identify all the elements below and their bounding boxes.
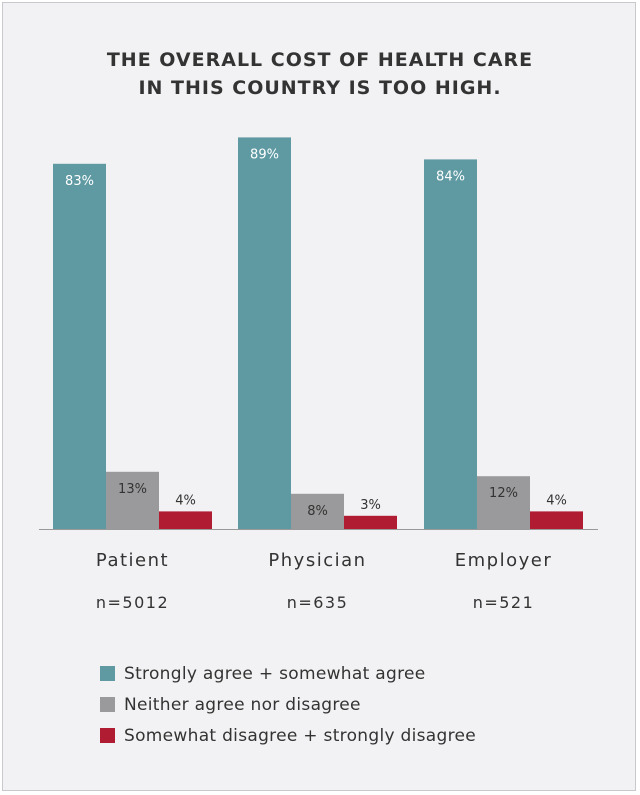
bar-physician-series-2 (291, 493, 344, 529)
chart-title-line-2: IN THIS COUNTRY IS TOO HIGH. (138, 77, 502, 99)
sample-size-employer: n=521 (473, 593, 535, 612)
legend-label-1: Strongly agree + somewhat agree (124, 663, 426, 684)
data-label-physician-series-3: 3% (360, 498, 381, 513)
legend-swatch-2 (100, 697, 115, 712)
bar-employer-series-2 (477, 476, 530, 529)
chart-legend: Strongly agree + somewhat agree Neither a… (100, 658, 476, 751)
legend-label-2: Neither agree nor disagree (124, 694, 361, 715)
legend-label-3: Somewhat disagree + strongly disagree (124, 725, 477, 746)
bar-employer-series-3 (530, 511, 583, 529)
data-label-physician-series-1: 89% (250, 147, 279, 162)
chart-title: THE OVERALL COST OF HEALTH CARE IN THIS … (0, 46, 640, 102)
data-label-patient-series-1: 83% (65, 174, 94, 189)
sample-size-patient: n=5012 (96, 593, 169, 612)
category-label-employer: Employer (455, 550, 552, 571)
bar-patient-series-1 (53, 163, 106, 530)
data-label-patient-series-2: 13% (118, 482, 147, 497)
data-label-physician-series-2: 8% (307, 504, 328, 519)
bar-employer-series-1 (424, 159, 477, 529)
chart-title-line-1: THE OVERALL COST OF HEALTH CARE (106, 49, 534, 71)
bar-physician-series-3 (344, 515, 397, 529)
sample-size-physician: n=635 (287, 593, 349, 612)
bar-patient-series-2 (106, 471, 159, 529)
data-label-employer-series-3: 4% (546, 493, 567, 508)
data-label-employer-series-1: 84% (436, 169, 465, 184)
data-label-employer-series-2: 12% (489, 486, 518, 501)
bar-physician-series-1 (238, 137, 291, 529)
category-label-patient: Patient (96, 550, 169, 571)
data-label-patient-series-3: 4% (175, 493, 196, 508)
legend-item-1: Strongly agree + somewhat agree (100, 658, 476, 689)
legend-swatch-1 (100, 666, 115, 681)
category-label-physician: Physician (268, 550, 366, 571)
legend-swatch-3 (100, 728, 115, 743)
bar-chart: 83% 13% 4% Patient n=5012 89% 8% 3% Physician n=6… (39, 137, 598, 612)
legend-item-3: Somewhat disagree + strongly disagree (100, 720, 476, 751)
legend-item-2: Neither agree nor disagree (100, 689, 476, 720)
bar-patient-series-3 (159, 511, 212, 529)
